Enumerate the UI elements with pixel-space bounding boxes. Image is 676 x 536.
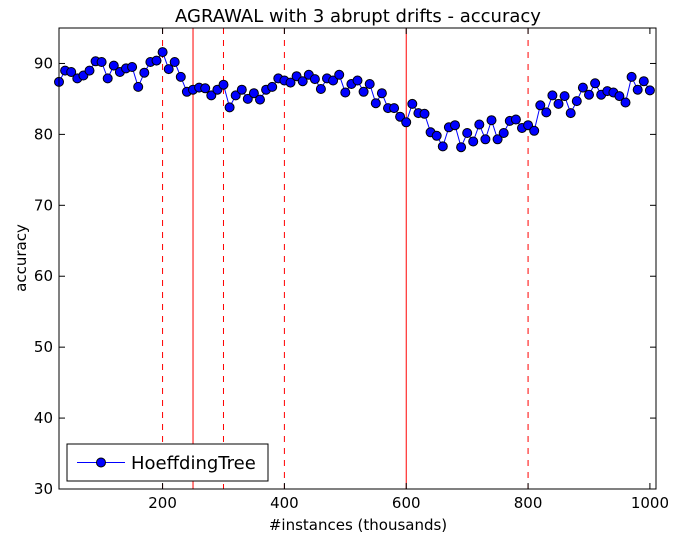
data-point bbox=[218, 79, 229, 90]
x-tick-label: 800 bbox=[514, 494, 543, 512]
data-point bbox=[547, 90, 558, 101]
data-point bbox=[66, 67, 77, 77]
legend: HoeffdingTree bbox=[66, 443, 269, 482]
data-point bbox=[480, 134, 491, 145]
data-point bbox=[450, 120, 460, 131]
data-point bbox=[364, 79, 375, 89]
data-point bbox=[248, 88, 259, 99]
data-point bbox=[230, 90, 241, 101]
y-tick-label: 50 bbox=[34, 338, 53, 356]
y-tick-label: 80 bbox=[34, 125, 53, 143]
series-layer bbox=[54, 47, 655, 153]
data-point bbox=[334, 69, 345, 80]
data-point bbox=[133, 81, 144, 92]
data-point bbox=[486, 115, 497, 126]
data-point bbox=[370, 98, 381, 109]
data-point bbox=[419, 108, 430, 119]
data-point bbox=[139, 67, 150, 78]
legend-marker bbox=[96, 457, 106, 468]
data-point bbox=[492, 134, 503, 145]
data-point bbox=[151, 55, 162, 66]
data-point bbox=[242, 93, 253, 104]
data-point bbox=[407, 98, 418, 109]
data-point bbox=[498, 128, 509, 138]
legend-label-hoeffdingtree: HoeffdingTree bbox=[131, 453, 256, 474]
data-point bbox=[236, 84, 247, 95]
data-point bbox=[437, 141, 448, 152]
data-point bbox=[632, 84, 643, 95]
data-point bbox=[102, 73, 113, 84]
data-point bbox=[565, 108, 576, 119]
data-point bbox=[328, 75, 339, 86]
data-point bbox=[614, 91, 625, 102]
data-point bbox=[553, 98, 564, 109]
data-point bbox=[510, 114, 521, 125]
data-point bbox=[127, 62, 138, 72]
data-point bbox=[267, 81, 278, 92]
x-tick-label: 1000 bbox=[631, 494, 669, 512]
data-point bbox=[584, 89, 594, 100]
data-point bbox=[638, 76, 649, 87]
data-point bbox=[401, 117, 412, 128]
data-point bbox=[376, 88, 387, 99]
data-point bbox=[541, 107, 552, 118]
data-point bbox=[431, 130, 442, 141]
data-point bbox=[96, 57, 107, 67]
x-tick-label: 600 bbox=[392, 494, 421, 512]
data-point bbox=[200, 83, 211, 94]
drift-lines bbox=[162, 28, 529, 489]
data-point bbox=[462, 128, 473, 138]
data-point bbox=[559, 91, 570, 102]
y-tick-label: 70 bbox=[34, 196, 53, 214]
data-point bbox=[340, 87, 351, 98]
data-point bbox=[644, 85, 655, 96]
data-point bbox=[523, 120, 534, 131]
chart-title: AGRAWAL with 3 abrupt drifts - accuracy bbox=[175, 6, 541, 27]
x-axis-label: #instances (thousands) bbox=[269, 516, 447, 534]
data-point bbox=[285, 77, 296, 88]
data-point bbox=[389, 103, 400, 114]
y-axis-label: accuracy bbox=[12, 224, 30, 292]
data-point bbox=[535, 100, 546, 111]
data-point bbox=[352, 75, 363, 86]
data-point bbox=[395, 111, 406, 122]
data-point bbox=[626, 71, 637, 82]
data-point bbox=[163, 64, 174, 75]
x-tick-label: 200 bbox=[148, 494, 177, 512]
data-point bbox=[571, 96, 582, 107]
data-point bbox=[358, 86, 369, 97]
data-point bbox=[529, 125, 540, 136]
data-point bbox=[468, 136, 479, 147]
data-point bbox=[297, 76, 308, 87]
data-point bbox=[255, 94, 265, 105]
data-point bbox=[620, 97, 631, 108]
y-tick-label: 40 bbox=[34, 409, 53, 427]
data-point bbox=[175, 71, 186, 82]
data-point bbox=[577, 82, 588, 93]
data-point bbox=[169, 57, 180, 67]
data-point bbox=[590, 78, 601, 89]
data-point bbox=[206, 90, 217, 101]
plot-frame bbox=[58, 27, 657, 490]
y-tick-label: 90 bbox=[34, 54, 53, 72]
y-tick-label: 30 bbox=[34, 480, 53, 498]
data-point bbox=[84, 65, 95, 76]
data-point bbox=[157, 47, 168, 58]
x-tick-label: 400 bbox=[270, 494, 299, 512]
axis-ticks: 200 400 600 800 1000 30 40 50 60 70 80 90 bbox=[34, 28, 669, 512]
data-point bbox=[474, 119, 485, 130]
y-tick-label: 60 bbox=[34, 267, 53, 285]
data-point bbox=[309, 74, 320, 85]
data-point bbox=[315, 84, 326, 94]
data-point bbox=[456, 142, 467, 153]
data-point bbox=[108, 60, 119, 71]
data-point bbox=[224, 102, 235, 113]
